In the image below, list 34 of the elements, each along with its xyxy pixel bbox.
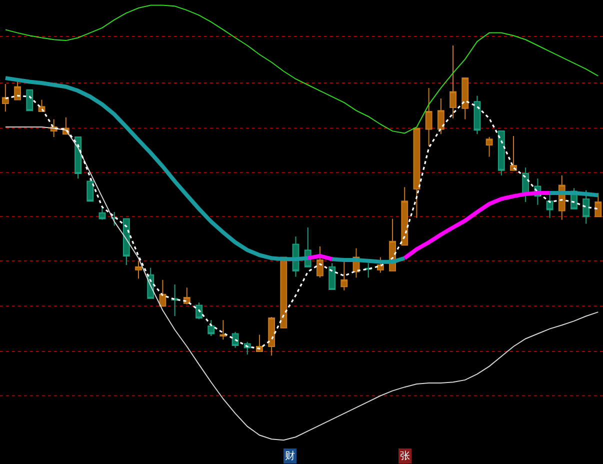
candlestick bbox=[401, 186, 408, 246]
candlestick bbox=[546, 193, 554, 218]
candlestick bbox=[159, 279, 166, 307]
candlestick bbox=[220, 320, 227, 340]
candlestick bbox=[86, 178, 94, 202]
text: 财 bbox=[285, 450, 295, 462]
candlestick bbox=[474, 95, 481, 135]
candlestick bbox=[364, 262, 372, 278]
candlestick bbox=[2, 83, 9, 112]
candlestick bbox=[98, 207, 106, 220]
candlestick bbox=[14, 81, 21, 100]
candlestick bbox=[498, 130, 505, 176]
candlestick bbox=[171, 284, 178, 317]
candlestick bbox=[208, 320, 215, 336]
candlestick bbox=[437, 98, 444, 135]
candlestick bbox=[450, 45, 456, 119]
candlestick bbox=[582, 190, 590, 224]
candlestick bbox=[486, 136, 493, 158]
candlestick bbox=[280, 256, 288, 328]
candlestick bbox=[328, 262, 336, 290]
candlestick bbox=[594, 192, 602, 218]
candlestick bbox=[268, 316, 276, 356]
candlestick bbox=[413, 128, 420, 218]
candlestick bbox=[196, 302, 202, 320]
candlestick bbox=[316, 246, 324, 278]
candlestick bbox=[74, 136, 82, 179]
candlestick bbox=[425, 87, 432, 146]
candlestick bbox=[135, 260, 142, 280]
candlestick bbox=[122, 218, 130, 266]
text: 张 bbox=[400, 450, 410, 462]
candlestick bbox=[462, 78, 469, 120]
candlestick bbox=[340, 260, 348, 291]
candlestick bbox=[26, 89, 34, 112]
candlestick bbox=[510, 136, 517, 171]
